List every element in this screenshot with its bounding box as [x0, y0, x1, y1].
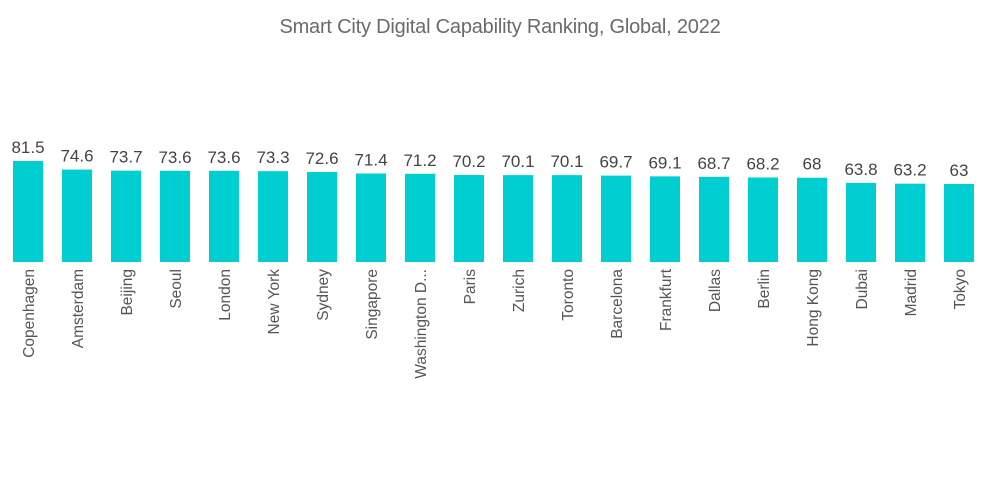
value-label-8: 71.2	[403, 151, 436, 170]
bar-4	[209, 170, 239, 262]
value-label-19: 63	[950, 161, 969, 180]
bar-17	[846, 182, 876, 262]
bar-5	[258, 171, 288, 262]
category-label-7: Singapore	[364, 269, 381, 340]
category-label-18: Madrid	[903, 269, 920, 316]
category-label-1: Amsterdam	[70, 269, 87, 348]
category-label-6: Sydney	[315, 269, 332, 321]
bar-14	[699, 176, 729, 262]
bar-6	[307, 172, 337, 262]
category-label-9: Paris	[462, 269, 479, 305]
value-label-18: 63.2	[893, 161, 926, 180]
bar-19	[944, 183, 974, 262]
value-label-1: 74.6	[60, 147, 93, 166]
category-label-15: Berlin	[756, 269, 773, 309]
value-label-11: 70.1	[550, 152, 583, 171]
value-label-7: 71.4	[354, 151, 387, 170]
category-label-0: Copenhagen	[21, 269, 38, 358]
category-label-14: Dallas	[707, 269, 724, 312]
category-label-3: Seoul	[168, 269, 185, 309]
category-label-4: London	[217, 269, 234, 321]
value-label-6: 72.6	[305, 149, 338, 168]
bar-8	[405, 173, 435, 262]
chart-title: Smart City Digital Capability Ranking, G…	[279, 16, 721, 38]
bar-2	[111, 170, 141, 262]
bar-9	[454, 175, 484, 262]
category-label-11: Toronto	[560, 269, 577, 321]
bar-18	[895, 183, 925, 262]
bar-1	[62, 169, 92, 262]
category-label-13: Frankfurt	[658, 268, 675, 331]
value-label-17: 63.8	[844, 160, 877, 179]
bar-12	[601, 175, 631, 262]
value-label-14: 68.7	[697, 154, 730, 173]
value-label-16: 68	[803, 155, 822, 174]
category-label-12: Barcelona	[609, 269, 626, 339]
category-label-5: New York	[266, 269, 283, 335]
category-label-2: Beijing	[119, 269, 136, 316]
value-label-9: 70.2	[452, 152, 485, 171]
bar-3	[160, 170, 190, 262]
value-label-10: 70.1	[501, 152, 534, 171]
bars-group	[13, 161, 974, 262]
value-label-12: 69.7	[599, 153, 632, 172]
category-label-17: Dubai	[854, 269, 871, 310]
value-label-2: 73.7	[109, 148, 142, 167]
value-label-15: 68.2	[746, 154, 779, 173]
value-labels-group: 81.5 74.6 73.7 73.6 73.6 73.3 72.6 71.4 71.2 70.2…	[11, 138, 968, 180]
bar-13	[650, 176, 680, 262]
category-label-16: Hong Kong	[805, 269, 822, 347]
value-label-0: 81.5	[11, 138, 44, 157]
value-label-3: 73.6	[158, 148, 191, 167]
bar-16	[797, 177, 827, 262]
bar-10	[503, 175, 533, 262]
category-label-10: Zurich	[511, 269, 528, 312]
bar-11	[552, 175, 582, 262]
value-label-5: 73.3	[256, 148, 289, 167]
bar-7	[356, 173, 386, 262]
bar-15	[748, 177, 778, 262]
category-label-8: Washington D...	[413, 269, 430, 379]
category-label-19: Tokyo	[952, 269, 969, 310]
category-labels-group: Copenhagen Amsterdam Beijing Seoul London New…	[21, 268, 969, 378]
value-label-4: 73.6	[207, 148, 240, 167]
value-label-13: 69.1	[648, 153, 681, 172]
bar-0	[13, 161, 43, 262]
